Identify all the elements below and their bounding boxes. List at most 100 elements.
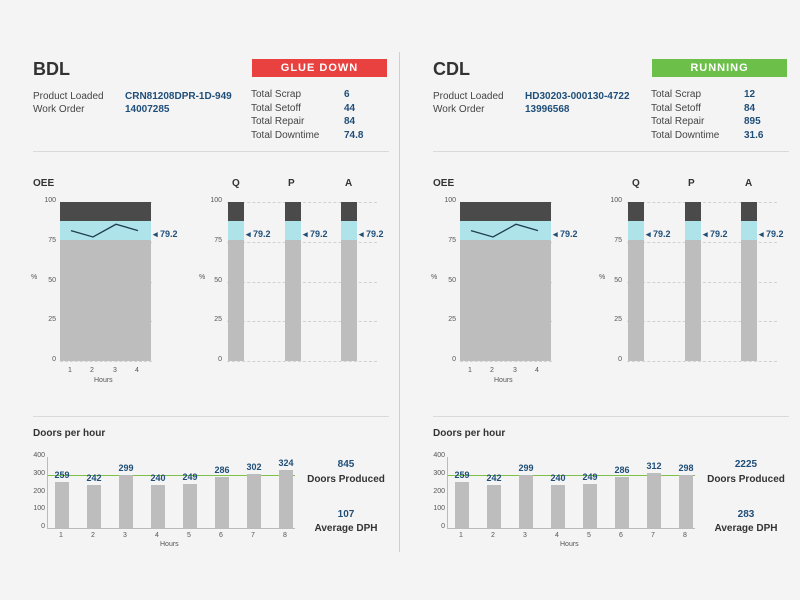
status-badge: RUNNING [652, 59, 787, 77]
dph-bar [551, 485, 565, 528]
oee-value: ◂ 79.2 [553, 229, 578, 240]
stat-value: 74.8 [344, 129, 364, 141]
pointer-icon: ◂ [359, 229, 367, 240]
p-value: ◂ 79.2 [703, 229, 728, 240]
dph-bar-label: 324 [278, 458, 294, 469]
dph-bar [455, 482, 469, 528]
product-loaded-value: CRN81208DPR-1D-949 [125, 91, 232, 102]
oee-y-tick: 0 [452, 356, 456, 363]
oee-y-tick: 25 [48, 316, 56, 324]
oee-x-tick: 4 [135, 367, 139, 374]
qpa-y-tick: 0 [218, 356, 222, 363]
dph-x-tick: 2 [491, 532, 495, 539]
oee-gauge-fill [460, 240, 551, 361]
average-dph-label: Average DPH [714, 523, 778, 534]
dph-title: Doors per hour [33, 428, 106, 439]
line-panel-cdl: CDL RUNNING Product Loaded HD30203-000130-4… [400, 0, 800, 600]
dph-bar-label: 242 [486, 473, 502, 484]
dph-bar [55, 482, 69, 528]
dph-bar [247, 474, 261, 528]
a-value: ◂ 79.2 [759, 229, 784, 240]
stat-label: Total Repair [651, 116, 705, 127]
dph-bar-label: 298 [678, 463, 694, 474]
dph-x-tick: 4 [155, 532, 159, 539]
dph-bar [647, 472, 661, 528]
stat-label: Total Downtime [651, 129, 720, 141]
oee-value-text: 79.2 [160, 229, 178, 240]
qpa-y-tick: 50 [214, 276, 222, 284]
oee-title: OEE [433, 178, 455, 189]
dph-bar [87, 485, 101, 528]
oee-x-axis-label: Hours [94, 377, 113, 384]
oee-gridline [460, 361, 552, 362]
dph-x-axis [47, 528, 295, 529]
dph-y-tick: 200 [33, 487, 45, 495]
qpa-y-tick: 50 [614, 276, 622, 284]
dph-bar-label: 249 [582, 471, 598, 482]
work-order-label: Work Order [33, 104, 85, 115]
oee-y-tick: 50 [48, 276, 56, 284]
dph-bar [151, 485, 165, 528]
qpa-y-tick: 100 [610, 197, 622, 204]
dph-x-tick: 1 [59, 532, 63, 539]
oee-gridline [60, 361, 152, 362]
qpa-gridline [227, 361, 377, 362]
dph-x-axis-label: Hours [160, 541, 179, 548]
oee-y-tick: 0 [52, 356, 56, 363]
oee-title: OEE [33, 178, 55, 189]
dph-x-tick: 8 [683, 532, 687, 539]
p-title: P [288, 178, 295, 189]
dph-x-tick: 6 [619, 532, 623, 539]
dph-x-axis [447, 528, 695, 529]
product-loaded-label: Product Loaded [33, 91, 104, 102]
dph-y-tick: 200 [433, 487, 445, 495]
qpa-gridline [627, 321, 777, 323]
dph-bar [279, 470, 293, 528]
qpa-gridline [227, 321, 377, 323]
average-dph-value: 283 [737, 509, 755, 520]
stat-label: Total Setoff [651, 102, 701, 114]
qpa-gridline [627, 202, 777, 203]
dph-y-tick: 100 [433, 505, 445, 513]
dph-target-line [448, 474, 695, 476]
dph-y-tick: 100 [33, 505, 45, 513]
qpa-gridline [627, 241, 777, 243]
dph-y-tick: 0 [441, 523, 445, 530]
dph-bar-label: 242 [86, 473, 102, 484]
oee-x-tick: 3 [113, 367, 117, 374]
section-divider [33, 416, 389, 417]
section-divider [433, 416, 789, 417]
stat-value: 6 [344, 89, 350, 100]
q-value-text: 79.2 [253, 229, 271, 240]
a-gauge-fill [341, 240, 357, 361]
a-gauge-fill [741, 240, 757, 361]
stat-label: Total Setoff [251, 102, 301, 114]
panel-divider [399, 52, 400, 552]
qpa-gridline [227, 281, 377, 283]
dph-bar-label: 299 [518, 462, 534, 473]
q-value-text: 79.2 [653, 229, 671, 240]
dph-y-axis [447, 457, 448, 528]
oee-y-unit: % [31, 274, 38, 281]
work-order-label: Work Order [433, 104, 485, 115]
dph-title: Doors per hour [433, 428, 506, 439]
dph-bar-label: 286 [214, 465, 230, 476]
oee-x-tick: 4 [535, 367, 539, 374]
dph-bar-label: 286 [614, 465, 630, 476]
oee-gauge-fill [60, 240, 151, 361]
dph-bar-label: 312 [646, 460, 662, 471]
dph-x-tick: 2 [91, 532, 95, 539]
dph-bar-label: 259 [454, 470, 470, 481]
work-order-value: 13996568 [525, 104, 570, 115]
p-value: ◂ 79.2 [303, 229, 328, 240]
dph-bar-label: 299 [118, 462, 134, 473]
doors-produced-label: Doors Produced [707, 474, 785, 485]
dph-y-tick: 300 [433, 469, 445, 477]
average-dph-value: 107 [337, 509, 355, 520]
oee-x-tick: 2 [490, 367, 494, 374]
oee-y-tick: 50 [448, 276, 456, 284]
stat-value: 84 [344, 116, 356, 127]
dph-bar-label: 240 [550, 473, 566, 484]
q-title: Q [632, 178, 640, 189]
q-gauge-fill [228, 240, 244, 361]
